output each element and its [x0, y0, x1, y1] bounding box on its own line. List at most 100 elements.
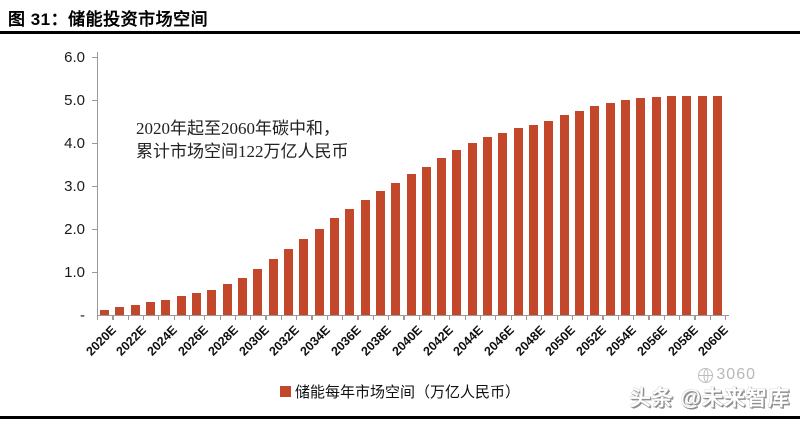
y-axis-label: 4.0 [64, 135, 85, 152]
watermark-brand: 3060 [698, 366, 756, 384]
bar [513, 128, 523, 315]
x-axis-tick [433, 316, 436, 320]
bar [666, 96, 676, 315]
y-axis-label: 2.0 [64, 221, 85, 238]
x-axis-tick [357, 316, 359, 320]
y-axis-tick [92, 57, 97, 59]
bar [498, 132, 508, 315]
x-axis-tick [679, 316, 681, 320]
bottom-divider [0, 416, 800, 419]
chart-legend: 储能每年市场空间（万亿人民币） [0, 381, 800, 402]
x-axis-tick [495, 316, 497, 320]
x-axis-tick [173, 316, 175, 320]
bar [682, 95, 692, 315]
bar [192, 293, 202, 315]
x-axis-tick [648, 316, 650, 320]
bar [146, 302, 156, 315]
x-axis-tick [127, 316, 129, 320]
bar [268, 259, 278, 315]
watermark-brand-text: 3060 [716, 366, 756, 383]
y-axis-tick [92, 272, 97, 274]
x-axis-tick [219, 316, 221, 320]
bar [222, 284, 232, 315]
x-axis-tick [479, 316, 482, 320]
x-axis-tick [556, 316, 558, 320]
legend-label: 储能每年市场空间（万亿人民币） [294, 385, 520, 401]
annotation-line-2: 累计市场空间122万亿人民币 [136, 141, 349, 161]
x-axis-tick [633, 316, 635, 320]
x-axis-tick [725, 316, 727, 320]
bar [130, 305, 140, 315]
bar-chart: 2020年起至2060年碳中和， 累计市场空间122万亿人民币 6.0 5.0 4.… [0, 34, 800, 416]
bar [253, 268, 263, 315]
bar [100, 309, 110, 315]
chart-annotation: 2020年起至2060年碳中和， 累计市场空间122万亿人民币 [136, 118, 349, 164]
x-axis-tick [525, 316, 528, 320]
bar [544, 120, 554, 315]
bar [483, 137, 493, 315]
bar [529, 124, 539, 315]
bar [651, 96, 661, 315]
x-axis-tick [403, 316, 405, 320]
bar [329, 218, 339, 315]
x-axis-tick [97, 316, 99, 320]
x-axis-tick [112, 316, 114, 320]
bar [712, 95, 722, 315]
x-axis-tick [311, 316, 313, 320]
y-axis-label: - [80, 307, 85, 324]
x-axis-tick [158, 316, 160, 320]
bar [467, 143, 477, 315]
bar [590, 106, 600, 315]
bar [406, 174, 416, 315]
y-axis-label: 1.0 [64, 264, 85, 281]
annotation-line-1: 2020年起至2060年碳中和， [136, 119, 340, 138]
x-axis-tick [342, 316, 344, 320]
figure-title: 图 31：储能投资市场空间 [8, 10, 209, 29]
x-axis-tick [587, 316, 589, 320]
x-axis-tick [663, 316, 665, 320]
bar [299, 238, 309, 315]
x-axis-tick [280, 316, 282, 320]
x-axis-tick [250, 316, 252, 320]
y-axis-tick [92, 143, 97, 145]
y-axis [97, 52, 99, 316]
bar [437, 158, 447, 315]
bar [238, 277, 247, 315]
bar [161, 299, 171, 315]
y-axis-tick [92, 229, 97, 231]
bar [421, 166, 431, 315]
x-axis-tick [326, 316, 328, 320]
bar [391, 182, 401, 315]
x-axis-tick [204, 316, 206, 320]
x-axis-tick [449, 316, 451, 320]
x-axis-tick [694, 316, 696, 320]
bar [375, 191, 385, 315]
x-axis-tick [372, 316, 374, 320]
x-axis-tick [602, 316, 604, 320]
x-axis-tick [142, 316, 145, 320]
y-axis-label: 5.0 [64, 92, 85, 109]
x-axis-tick [388, 316, 390, 320]
bar [176, 296, 186, 315]
bar [115, 307, 125, 315]
x-axis-tick [234, 316, 237, 320]
x-axis-tick [418, 316, 420, 320]
watermark-handle: 头条 @未来智库 [629, 387, 790, 410]
bar [620, 100, 630, 315]
x-axis-tick [464, 316, 466, 320]
bar [314, 229, 324, 315]
x-axis-tick [617, 316, 619, 320]
x-axis-tick [510, 316, 512, 320]
x-axis-tick [541, 316, 543, 320]
y-axis-label: 3.0 [64, 178, 85, 195]
x-axis-tick [188, 316, 191, 320]
bar [636, 98, 646, 315]
bar [559, 115, 569, 315]
bar [605, 103, 615, 315]
x-axis [97, 315, 729, 317]
globe-icon [698, 367, 714, 383]
x-axis-tick [296, 316, 298, 320]
bar [697, 95, 707, 315]
y-axis-tick [92, 100, 97, 102]
x-axis-tick [571, 316, 574, 320]
